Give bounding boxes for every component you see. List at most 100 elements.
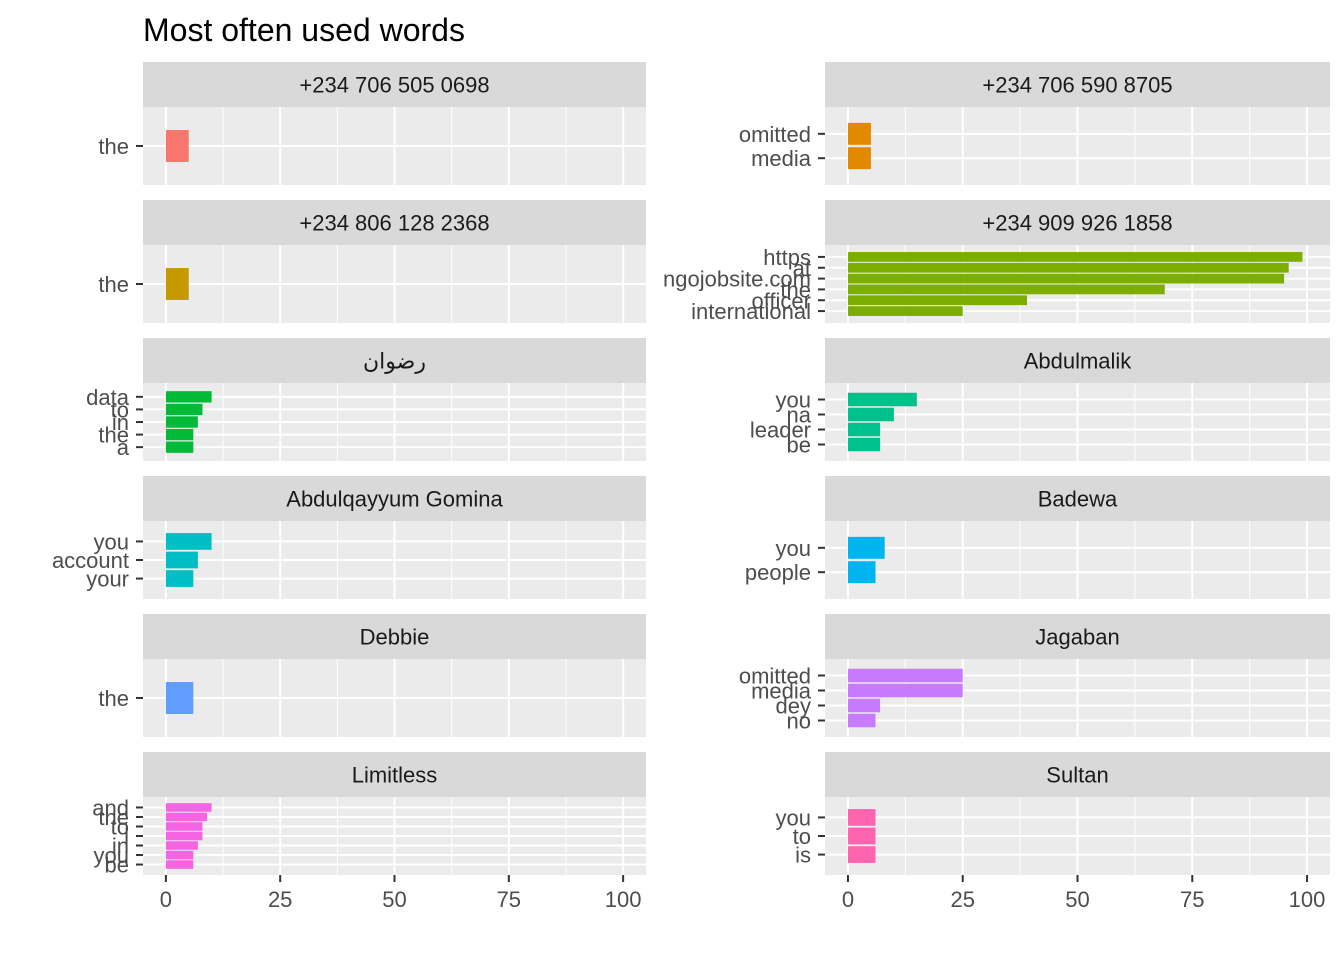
- x-tick-label: 0: [842, 887, 854, 912]
- bar: [847, 809, 876, 826]
- y-tick-label: the: [780, 277, 811, 302]
- y-tick-label: people: [745, 560, 811, 585]
- bar: [165, 441, 194, 453]
- facet-panel: +234 706 505 0698 the: [98, 62, 646, 185]
- bar: [165, 416, 198, 428]
- facet-strip: [825, 200, 1330, 245]
- y-tick-label: the: [98, 423, 129, 448]
- y-tick-label: media: [751, 679, 812, 704]
- x-tick-label: 0: [160, 887, 172, 912]
- facet-strip-label: +234 706 505 0698: [299, 73, 489, 98]
- facet-strip: [825, 614, 1330, 659]
- facet-strip: [825, 752, 1330, 797]
- bar: [847, 262, 1289, 273]
- bar: [847, 536, 885, 559]
- bar: [847, 668, 963, 683]
- y-tick-label: you: [94, 843, 129, 868]
- y-tick-label: be: [787, 433, 811, 458]
- y-tick-label: i: [124, 824, 129, 849]
- bar: [847, 407, 894, 422]
- facet-strip: [143, 338, 646, 383]
- y-tick-label: to: [793, 824, 811, 849]
- bar: [847, 698, 881, 713]
- y-tick-label: no: [787, 709, 811, 734]
- x-tick-label: 100: [1289, 887, 1326, 912]
- facet-strip: [143, 476, 646, 521]
- y-tick-label: in: [112, 410, 129, 435]
- y-tick-label: you: [94, 529, 129, 554]
- facet-strip-label: +234 909 926 1858: [982, 211, 1172, 236]
- bar: [847, 713, 876, 728]
- facet-strip: [143, 614, 646, 659]
- bar: [847, 846, 876, 863]
- facet-strip-label: رضوان: [363, 349, 426, 374]
- y-tick-label: omitted: [739, 664, 811, 689]
- bar: [847, 561, 876, 584]
- y-tick-label: you: [776, 536, 811, 561]
- bar: [165, 831, 203, 841]
- y-tick-label: media: [751, 146, 812, 171]
- bar: [165, 428, 194, 441]
- x-tick-label: 75: [1180, 887, 1204, 912]
- y-tick-label: the: [98, 686, 129, 711]
- facet-strip-label: Abdulmalik: [1024, 349, 1133, 374]
- y-tick-label: in: [112, 834, 129, 859]
- chart-title: Most often used words: [143, 12, 465, 48]
- bar: [165, 403, 203, 416]
- x-tick-label: 100: [605, 887, 642, 912]
- bar: [847, 295, 1027, 306]
- bar: [165, 533, 212, 550]
- facet-panel: Debbie the: [98, 614, 646, 737]
- facet-panels: +234 706 505 0698 the +234 706 590 8705 omi…: [52, 62, 1330, 912]
- bar: [847, 284, 1165, 295]
- x-tick-label: 50: [1065, 887, 1089, 912]
- facet-strip-label: Abdulqayyum Gomina: [286, 487, 503, 512]
- y-tick-label: ngojobsite.com: [663, 267, 811, 292]
- y-tick-label: you: [776, 388, 811, 413]
- bar: [165, 850, 194, 860]
- bar: [847, 422, 881, 437]
- y-tick-label: be: [105, 853, 129, 878]
- bar: [847, 122, 871, 145]
- y-tick-label: a: [117, 435, 130, 460]
- facet-strip-label: Limitless: [352, 763, 438, 788]
- facet-panel: +234 909 926 1858 httpsatngojobsite.comth…: [663, 200, 1330, 324]
- bar: [847, 252, 1303, 262]
- y-tick-label: officer: [751, 288, 811, 313]
- x-tick-label: 75: [497, 887, 521, 912]
- facet-strip-label: +234 806 128 2368: [299, 211, 489, 236]
- bar: [165, 822, 203, 831]
- bar: [165, 391, 212, 403]
- bar: [165, 682, 194, 714]
- bar: [847, 273, 1285, 284]
- y-tick-label: to: [111, 397, 129, 422]
- bar: [847, 147, 871, 170]
- y-tick-label: account: [52, 548, 129, 573]
- x-tick-label: 25: [950, 887, 974, 912]
- bar: [847, 683, 963, 698]
- y-tick-label: na: [787, 403, 812, 428]
- facet-strip-label: Sultan: [1046, 763, 1108, 788]
- facet-strip-label: Debbie: [360, 625, 430, 650]
- bar: [165, 841, 198, 850]
- y-tick-label: international: [691, 299, 811, 324]
- y-tick-label: data: [86, 385, 130, 410]
- y-tick-label: your: [86, 567, 129, 592]
- y-tick-label: the: [98, 272, 129, 297]
- facet-strip: [143, 62, 646, 107]
- bar: [165, 130, 189, 162]
- bar: [165, 812, 208, 822]
- facet-strip: [143, 200, 646, 245]
- x-tick-label: 25: [268, 887, 292, 912]
- y-tick-label: omitted: [739, 122, 811, 147]
- bar: [847, 437, 881, 452]
- facet-strip-label: Jagaban: [1035, 625, 1119, 650]
